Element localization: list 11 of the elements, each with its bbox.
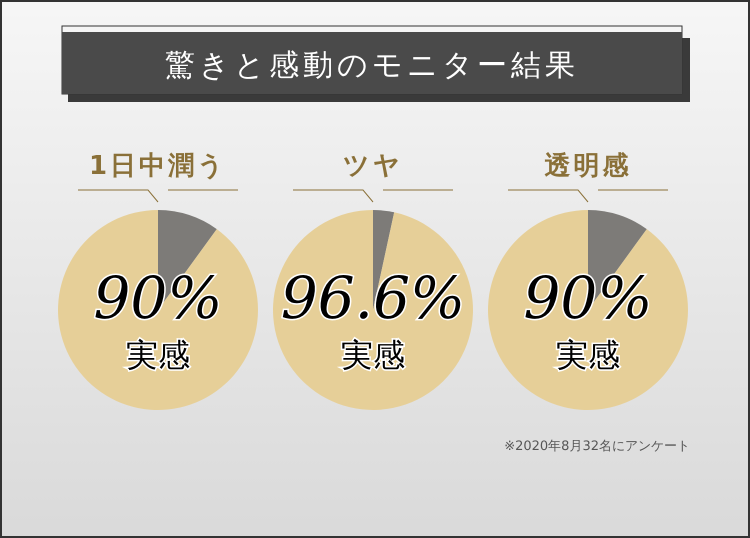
data-label: 90% [94, 264, 222, 332]
text: 驚きと感動のモニター結果 [165, 48, 579, 83]
text: 実感 [126, 336, 190, 374]
text: 実感 [556, 336, 620, 374]
data-label: 90% [524, 264, 652, 332]
chart-title: ツヤ [343, 151, 403, 181]
chart-title: 透明感 [544, 151, 632, 181]
chart-title: 1日中潤う [88, 151, 228, 181]
data-label: 96.6% [280, 264, 466, 332]
text: 実感 [341, 336, 405, 374]
text: ※2020年8月32名にアンケート [504, 439, 690, 454]
